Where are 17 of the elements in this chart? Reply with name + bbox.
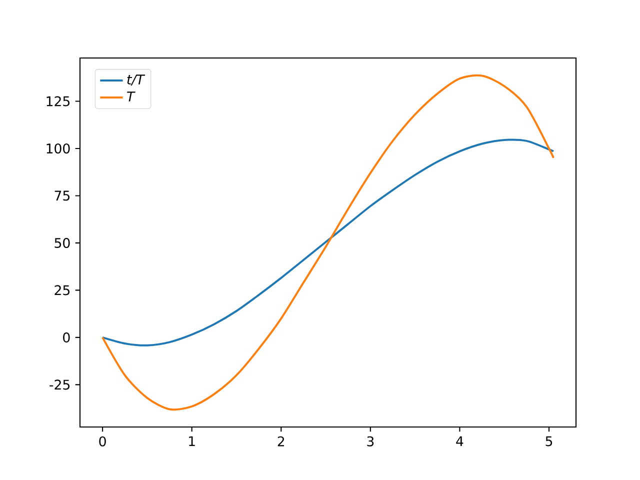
legend-label: T xyxy=(127,92,136,102)
x-tick-label: 4 xyxy=(456,436,464,446)
x-tick-label: 1 xyxy=(189,436,195,446)
x-tick-label: 2 xyxy=(278,436,284,446)
x-tick-label: 0 xyxy=(99,436,106,446)
y-tick-label: 50 xyxy=(54,238,70,248)
y-tick-label: 25 xyxy=(54,285,70,296)
line-series xyxy=(102,74,554,410)
y-tick-label: 100 xyxy=(46,143,70,154)
x-tick-label: 5 xyxy=(546,436,552,446)
x-tick-label: 3 xyxy=(367,436,374,446)
y-tick-label: 0 xyxy=(63,332,70,342)
y-tick-label: 75 xyxy=(54,190,70,201)
line-series xyxy=(102,138,554,346)
y-tick-label: -25 xyxy=(50,380,70,390)
legend-label: t/T xyxy=(127,74,146,86)
y-tick-label: 125 xyxy=(46,96,70,106)
